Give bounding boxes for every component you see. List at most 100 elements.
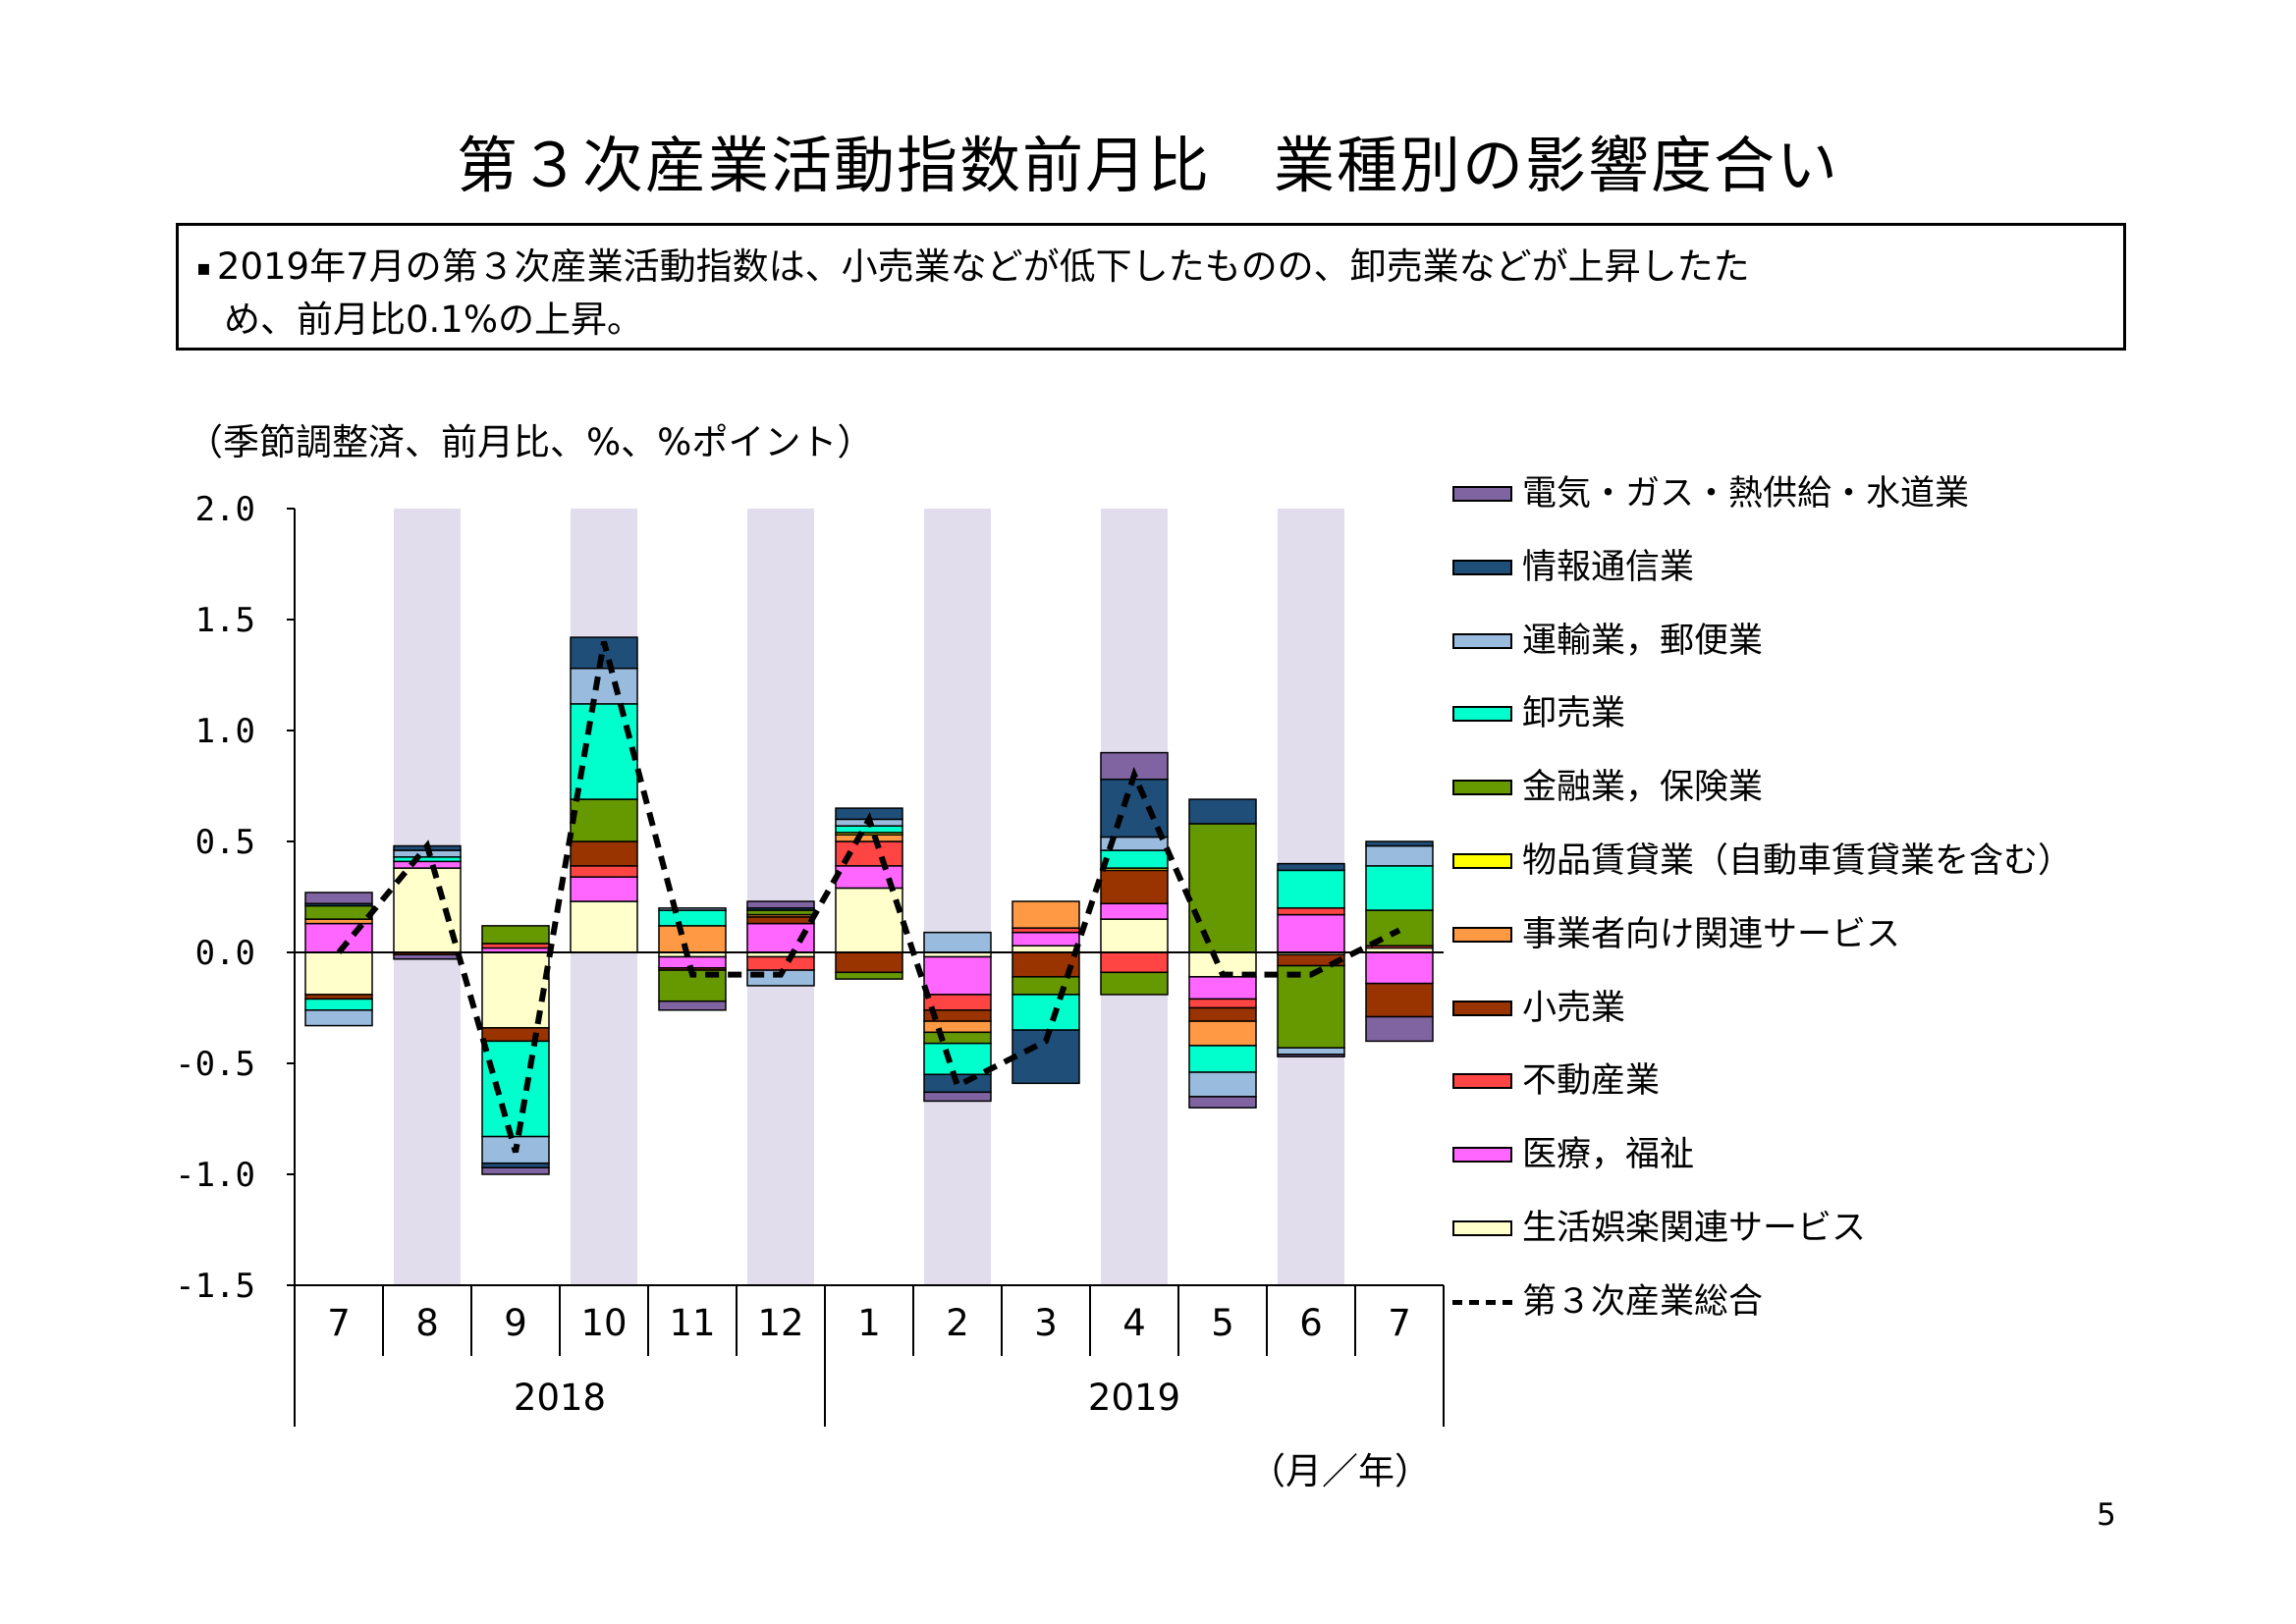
bar-segment <box>1011 994 1080 1031</box>
bar-segment <box>1277 1047 1345 1056</box>
bar-segment <box>746 900 815 909</box>
bar-segment <box>570 636 638 670</box>
legend-swatch-icon <box>1452 853 1512 869</box>
bar-segment <box>1365 982 1434 1018</box>
bar-segment <box>1100 869 1169 905</box>
bar-segment <box>393 867 462 953</box>
bar-segment <box>658 925 727 953</box>
bar-segment <box>1100 918 1169 953</box>
bar-segment <box>1188 1020 1257 1047</box>
bar-segment <box>1188 798 1257 825</box>
bar-segment <box>1365 865 1434 911</box>
bar-segment <box>1188 976 1257 1001</box>
bar-segment <box>570 840 638 867</box>
bar-segment <box>1188 1071 1257 1098</box>
y-tick-label: -0.5 <box>175 1045 255 1084</box>
x-tick-label: 7 <box>1388 1302 1411 1344</box>
bar-segment <box>481 1040 550 1138</box>
legend-item: 物品賃貸業（自動車賃貸業を含む） <box>1448 839 2155 881</box>
x-tick-label: 8 <box>415 1302 439 1344</box>
year-label: 2018 <box>514 1377 606 1419</box>
bar-segment <box>658 909 727 927</box>
y-tick-label: 2.0 <box>195 490 255 529</box>
summary-line-2: め、前月比0.1%の上昇。 <box>224 298 643 341</box>
bar-segment <box>1365 951 1434 985</box>
shade-band <box>924 509 991 1285</box>
bar-segment <box>923 931 992 953</box>
legend-swatch-icon <box>1452 926 1512 943</box>
bar-segment <box>923 955 992 996</box>
x-tick-label: 5 <box>1211 1302 1234 1344</box>
legend-label: 物品賃貸業（自動車賃貸業を含む） <box>1522 841 2073 881</box>
bar-segment <box>923 1031 992 1045</box>
legend-swatch-icon <box>1452 1220 1512 1236</box>
bar-segment <box>570 798 638 842</box>
legend-item: 運輸業，郵便業 <box>1448 619 2155 661</box>
bar-segment <box>1100 902 1169 920</box>
legend-swatch-icon <box>1452 706 1512 723</box>
legend-swatch-icon <box>1452 1147 1512 1164</box>
bar-segment <box>304 998 373 1011</box>
chart-unit-label: （季節調整済、前月比、%、%ポイント） <box>187 421 874 463</box>
bar-segment <box>1365 840 1434 847</box>
bar-segment <box>835 834 903 842</box>
legend-item: 電気・ガス・熱供給・水道業 <box>1448 471 2155 514</box>
legend-label: 医療，福祉 <box>1522 1135 1695 1175</box>
x-tick-label: 1 <box>857 1302 881 1344</box>
legend-label: 生活娯楽関連サービス <box>1522 1209 1867 1248</box>
bar-segment <box>1188 823 1257 953</box>
legend-item: 医療，福祉 <box>1448 1132 2155 1174</box>
total-line <box>336 640 1401 1154</box>
legend-label: 電気・ガス・熱供給・水道業 <box>1522 474 1970 514</box>
legend-item: 第３次産業総合 <box>1448 1279 2155 1322</box>
x-tick-label: 2 <box>946 1302 969 1344</box>
bar-segment <box>923 1020 992 1034</box>
legend-label: 小売業 <box>1522 988 1626 1028</box>
bullet-icon: ▪ <box>196 255 211 281</box>
x-tick-label: 7 <box>327 1302 351 1344</box>
bar-segment <box>1100 971 1169 996</box>
y-tick-label: 1.5 <box>195 601 255 640</box>
bar-segment <box>1011 931 1080 947</box>
bar-segment <box>304 892 373 905</box>
bar-segment <box>570 667 638 705</box>
bar-segment <box>1188 1006 1257 1022</box>
bar-segment <box>835 951 903 974</box>
legend-swatch-icon <box>1452 632 1512 649</box>
x-tick-label: 6 <box>1299 1302 1323 1344</box>
x-axis-unit-label: （月／年） <box>1249 1450 1431 1492</box>
legend-label: 運輸業，郵便業 <box>1522 621 1764 661</box>
bar-segment <box>570 900 638 953</box>
bar-segment <box>923 1091 992 1103</box>
bar-segment <box>570 876 638 902</box>
shade-band <box>747 509 814 1285</box>
legend-label: 情報通信業 <box>1522 547 1695 587</box>
bar-segment <box>835 887 903 953</box>
legend-swatch-icon <box>1452 1073 1512 1090</box>
bar-segment <box>1188 1096 1257 1109</box>
legend-swatch-icon <box>1452 780 1512 796</box>
bar-segment <box>481 1027 550 1043</box>
y-tick-label: -1.5 <box>175 1267 255 1306</box>
bar-segment <box>1365 1015 1434 1043</box>
bar-segment <box>1011 976 1080 996</box>
bar-segment <box>1277 1054 1345 1057</box>
bar-segment <box>304 951 373 996</box>
legend-label: 金融業，保険業 <box>1522 768 1764 808</box>
y-tick-label: 0.5 <box>195 823 255 862</box>
x-tick-label: 12 <box>757 1302 803 1344</box>
page-title: 第３次産業活動指数前月比 業種別の影響度合い <box>456 130 1839 201</box>
y-tick-label: 0.0 <box>195 934 255 973</box>
bar-segment <box>835 971 903 980</box>
x-tick-label: 3 <box>1034 1302 1058 1344</box>
legend-item: 情報通信業 <box>1448 545 2155 587</box>
legend-label: 不動産業 <box>1522 1061 1661 1102</box>
x-tick-label: 11 <box>669 1302 715 1344</box>
legend-swatch-icon <box>1452 1000 1512 1016</box>
bar-segment <box>1100 849 1169 869</box>
bar-segment <box>1188 998 1257 1009</box>
bar-segment <box>304 904 373 920</box>
bar-segment <box>1277 964 1345 1049</box>
x-tick-label: 9 <box>504 1302 527 1344</box>
